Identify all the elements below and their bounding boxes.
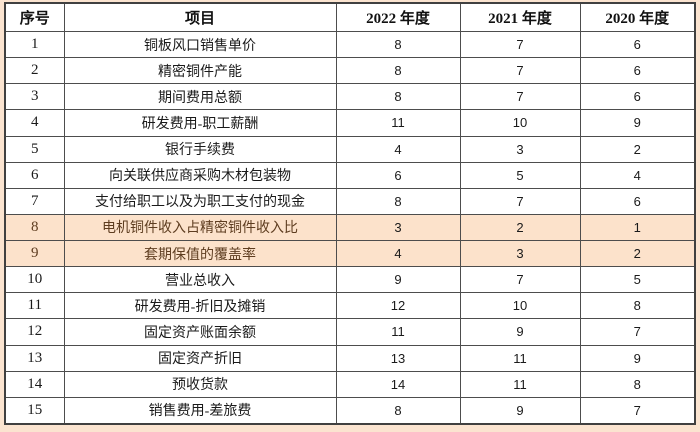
table-row: 7 支付给职工以及为职工支付的现金 8 7 6 <box>4 187 696 215</box>
value-2022: 11 <box>335 109 461 137</box>
row-index: 9 <box>4 239 65 268</box>
value-2022: 3 <box>335 213 461 242</box>
item-label: 固定资产账面余额 <box>63 318 337 346</box>
value-2021: 7 <box>459 30 581 59</box>
header-row: 序号 项目 2022 年度 2021 年度 2020 年度 <box>4 2 696 32</box>
item-label: 套期保值的覆盖率 <box>63 239 337 268</box>
value-2022: 4 <box>335 135 461 163</box>
value-2020: 2 <box>579 135 696 163</box>
value-2020: 6 <box>579 57 696 85</box>
value-2021: 10 <box>459 109 581 137</box>
table-row: 12 固定资产账面余额 11 9 7 <box>4 318 696 346</box>
table-row: 11 研发费用-折旧及摊销 12 10 8 <box>4 292 696 320</box>
row-index: 15 <box>4 396 65 425</box>
value-2022: 8 <box>335 30 461 59</box>
item-label: 铜板风口销售单价 <box>63 30 337 59</box>
table-row: 6 向关联供应商采购木材包装物 6 5 4 <box>4 161 696 189</box>
value-2020: 6 <box>579 83 696 111</box>
item-label: 银行手续费 <box>63 135 337 163</box>
value-2022: 4 <box>335 239 461 268</box>
value-2022: 9 <box>335 266 461 294</box>
value-2021: 7 <box>459 187 581 215</box>
table-row: 1 铜板风口销售单价 8 7 6 <box>4 30 696 59</box>
item-label: 向关联供应商采购木材包装物 <box>63 161 337 189</box>
value-2022: 12 <box>335 292 461 320</box>
value-2020: 8 <box>579 370 696 398</box>
row-index: 6 <box>4 161 65 189</box>
table-row-highlighted: 9 套期保值的覆盖率 4 3 2 <box>4 239 696 268</box>
item-label: 预收货款 <box>63 370 337 398</box>
table-row: 13 固定资产折旧 13 11 9 <box>4 344 696 372</box>
value-2022: 14 <box>335 370 461 398</box>
row-index: 10 <box>4 266 65 294</box>
table-row: 15 销售费用-差旅费 8 9 7 <box>4 396 696 425</box>
value-2020: 4 <box>579 161 696 189</box>
row-index: 8 <box>4 213 65 242</box>
value-2022: 8 <box>335 396 461 425</box>
table-row: 10 营业总收入 9 7 5 <box>4 266 696 294</box>
value-2020: 9 <box>579 109 696 137</box>
data-table: 序号 项目 2022 年度 2021 年度 2020 年度 1 铜板风口销售单价… <box>4 2 696 425</box>
value-2021: 9 <box>459 318 581 346</box>
value-2020: 1 <box>579 213 696 242</box>
column-header-2020: 2020 年度 <box>579 2 696 32</box>
value-2021: 11 <box>459 344 581 372</box>
item-label: 固定资产折旧 <box>63 344 337 372</box>
value-2020: 7 <box>579 396 696 425</box>
value-2020: 6 <box>579 30 696 59</box>
value-2022: 8 <box>335 83 461 111</box>
value-2022: 8 <box>335 187 461 215</box>
row-index: 7 <box>4 187 65 215</box>
value-2020: 6 <box>579 187 696 215</box>
column-header-index: 序号 <box>4 2 65 32</box>
value-2021: 2 <box>459 213 581 242</box>
row-index: 3 <box>4 83 65 111</box>
row-index: 1 <box>4 30 65 59</box>
item-label: 营业总收入 <box>63 266 337 294</box>
value-2021: 10 <box>459 292 581 320</box>
row-index: 12 <box>4 318 65 346</box>
item-label: 期间费用总额 <box>63 83 337 111</box>
row-index: 2 <box>4 57 65 85</box>
column-header-item: 项目 <box>63 2 337 32</box>
table-row: 4 研发费用-职工薪酬 11 10 9 <box>4 109 696 137</box>
row-index: 11 <box>4 292 65 320</box>
item-label: 支付给职工以及为职工支付的现金 <box>63 187 337 215</box>
item-label: 电机铜件收入占精密铜件收入比 <box>63 213 337 242</box>
value-2020: 2 <box>579 239 696 268</box>
value-2020: 8 <box>579 292 696 320</box>
value-2021: 7 <box>459 83 581 111</box>
value-2020: 7 <box>579 318 696 346</box>
row-index: 5 <box>4 135 65 163</box>
column-header-2022: 2022 年度 <box>335 2 461 32</box>
table-row: 2 精密铜件产能 8 7 6 <box>4 57 696 85</box>
value-2021: 5 <box>459 161 581 189</box>
value-2021: 7 <box>459 266 581 294</box>
value-2022: 13 <box>335 344 461 372</box>
value-2020: 5 <box>579 266 696 294</box>
value-2021: 3 <box>459 135 581 163</box>
value-2021: 11 <box>459 370 581 398</box>
item-label: 研发费用-折旧及摊销 <box>63 292 337 320</box>
table-row: 5 银行手续费 4 3 2 <box>4 135 696 163</box>
table-row-highlighted: 8 电机铜件收入占精密铜件收入比 3 2 1 <box>4 213 696 242</box>
table-row: 14 预收货款 14 11 8 <box>4 370 696 398</box>
value-2022: 6 <box>335 161 461 189</box>
value-2020: 9 <box>579 344 696 372</box>
item-label: 精密铜件产能 <box>63 57 337 85</box>
value-2022: 8 <box>335 57 461 85</box>
table-row: 3 期间费用总额 8 7 6 <box>4 83 696 111</box>
value-2021: 9 <box>459 396 581 425</box>
table-container: 序号 项目 2022 年度 2021 年度 2020 年度 1 铜板风口销售单价… <box>4 2 696 425</box>
item-label: 销售费用-差旅费 <box>63 396 337 425</box>
column-header-2021: 2021 年度 <box>459 2 581 32</box>
item-label: 研发费用-职工薪酬 <box>63 109 337 137</box>
row-index: 13 <box>4 344 65 372</box>
row-index: 4 <box>4 109 65 137</box>
value-2021: 3 <box>459 239 581 268</box>
value-2021: 7 <box>459 57 581 85</box>
row-index: 14 <box>4 370 65 398</box>
value-2022: 11 <box>335 318 461 346</box>
